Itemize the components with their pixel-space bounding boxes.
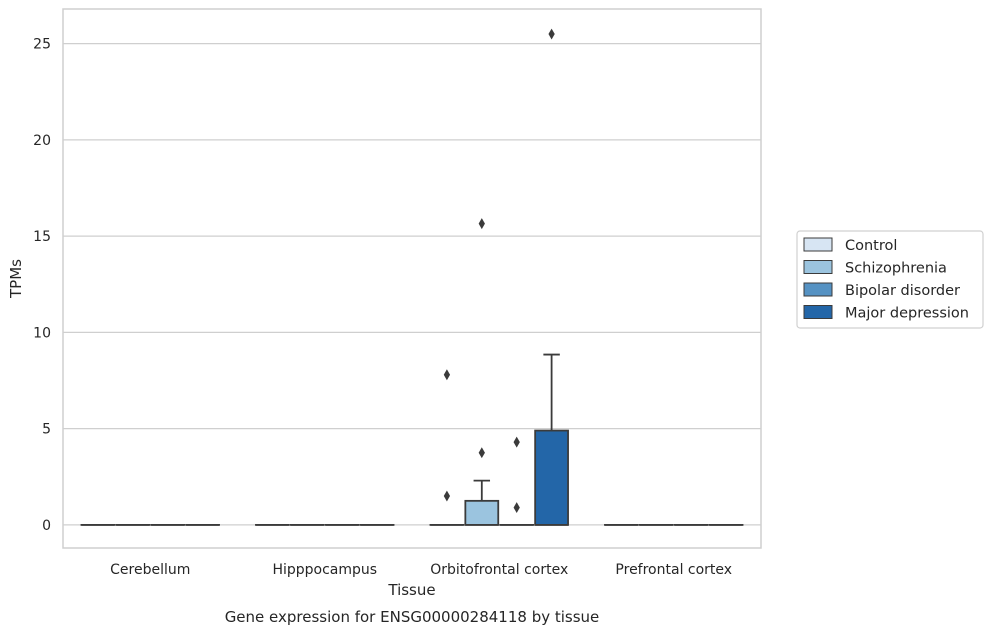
chart-caption: Gene expression for ENSG00000284118 by t… xyxy=(225,608,600,626)
x-tick-label: Hipppocampus xyxy=(272,562,377,578)
x-tick-labels: Cerebellum Hipppocampus Orbitofrontal cort… xyxy=(110,562,732,578)
outlier-point xyxy=(478,218,485,230)
y-tick-labels: 0 5 10 15 20 25 xyxy=(33,37,51,534)
y-tick-label: 5 xyxy=(42,422,51,438)
box-major-depression xyxy=(534,28,569,526)
legend-swatch xyxy=(803,260,833,274)
legend-label: Schizophrenia xyxy=(845,261,947,277)
y-tick-label: 20 xyxy=(33,133,51,149)
y-tick-label: 0 xyxy=(42,518,51,534)
outlier-point xyxy=(443,490,451,502)
box-schizophrenia xyxy=(464,218,500,526)
outlier-point xyxy=(478,447,485,459)
legend-label: Bipolar disorder xyxy=(845,283,960,299)
x-tick-label: Orbitofrontal cortex xyxy=(430,562,568,578)
y-tick-label: 15 xyxy=(33,229,51,245)
box-body xyxy=(534,429,569,526)
x-tick-label: Cerebellum xyxy=(110,562,190,578)
box-body xyxy=(464,499,500,526)
y-tick-label: 25 xyxy=(33,37,51,53)
legend-swatch xyxy=(803,282,833,297)
x-tick-label: Prefrontal cortex xyxy=(615,562,732,578)
legend-frame xyxy=(796,230,984,329)
outlier-point xyxy=(513,502,520,514)
y-tick-label: 10 xyxy=(33,325,51,341)
outlier-point xyxy=(513,436,520,448)
outlier-point xyxy=(548,28,555,40)
x-axis-label: Tissue xyxy=(387,581,435,599)
legend-swatch xyxy=(803,305,833,319)
legend-swatch xyxy=(803,237,833,252)
box-layer xyxy=(80,28,744,526)
legend-label: Major depression xyxy=(845,306,969,322)
box-control xyxy=(429,369,465,526)
legend-label: Control xyxy=(845,238,897,254)
legend: Control Schizophrenia Bipolar disorder Majo… xyxy=(796,230,984,329)
y-axis-label: TPMs xyxy=(7,259,25,299)
outlier-point xyxy=(443,369,451,381)
plot-frame xyxy=(62,8,762,549)
box-bipolar-disorder xyxy=(499,436,535,526)
